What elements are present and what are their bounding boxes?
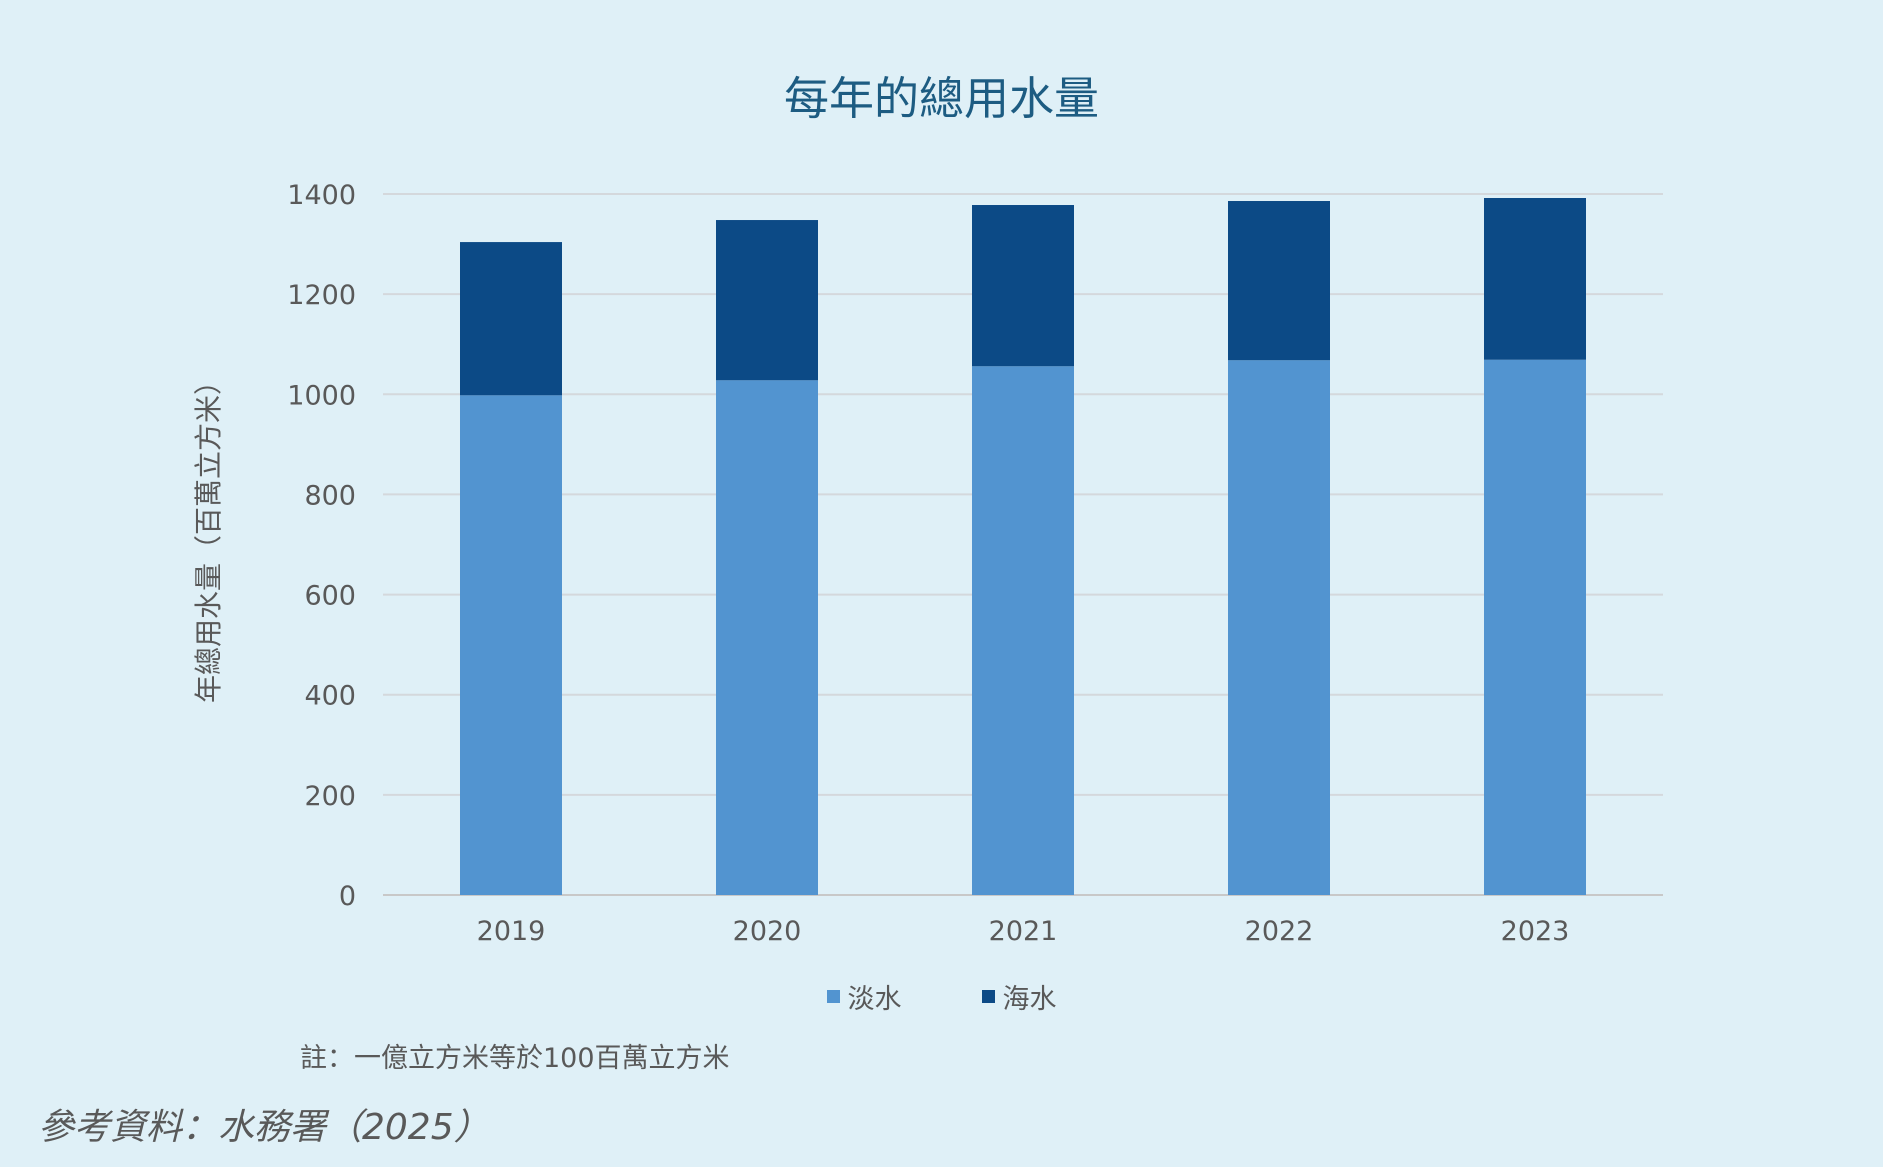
bar-sea-water: [972, 205, 1074, 367]
x-tick-label: 2021: [989, 916, 1058, 947]
legend-swatch-sea-water: [981, 990, 995, 1003]
bar-fresh-water: [460, 395, 562, 895]
bar-sea-water: [716, 220, 818, 381]
legend-label-sea-water: 海水: [1002, 984, 1057, 1015]
bar-sea-water: [460, 242, 562, 396]
x-tick-label: 2023: [1501, 916, 1570, 947]
bar-fresh-water: [1228, 360, 1330, 895]
bar-sea-water: [1228, 201, 1330, 361]
y-tick-label: 200: [304, 781, 356, 812]
y-tick-label: 1200: [287, 280, 356, 311]
x-tick-label: 2022: [1245, 916, 1314, 947]
legend-item-fresh-water: 淡水: [826, 977, 902, 1016]
legend-swatch-fresh-water: [826, 990, 840, 1003]
y-tick-label: 1000: [287, 380, 356, 411]
y-tick-label: 400: [304, 681, 356, 712]
y-tick-label: 1400: [287, 180, 356, 211]
y-tick-label: 600: [304, 581, 356, 612]
y-tick-label: 0: [339, 881, 356, 912]
chart-title: 每年的總用水量: [783, 72, 1099, 125]
bar-fresh-water: [716, 380, 818, 895]
legend-label-fresh-water: 淡水: [847, 984, 902, 1015]
bar-fresh-water: [972, 366, 1074, 895]
x-tick-label: 2020: [733, 916, 802, 947]
source-citation: 參考資料：水務署（2025）: [38, 1107, 490, 1148]
legend-item-sea-water: 海水: [981, 977, 1057, 1016]
y-tick-label: 800: [304, 480, 356, 511]
bar-fresh-water: [1484, 359, 1586, 895]
x-tick-label: 2019: [477, 916, 546, 947]
chart-note: 註：一億立方米等於100百萬立方米: [300, 1043, 730, 1074]
bar-sea-water: [1484, 198, 1586, 360]
legend: 淡水 海水: [0, 977, 1883, 1016]
y-axis-label: 年總用水量（百萬立方米）: [192, 366, 225, 704]
